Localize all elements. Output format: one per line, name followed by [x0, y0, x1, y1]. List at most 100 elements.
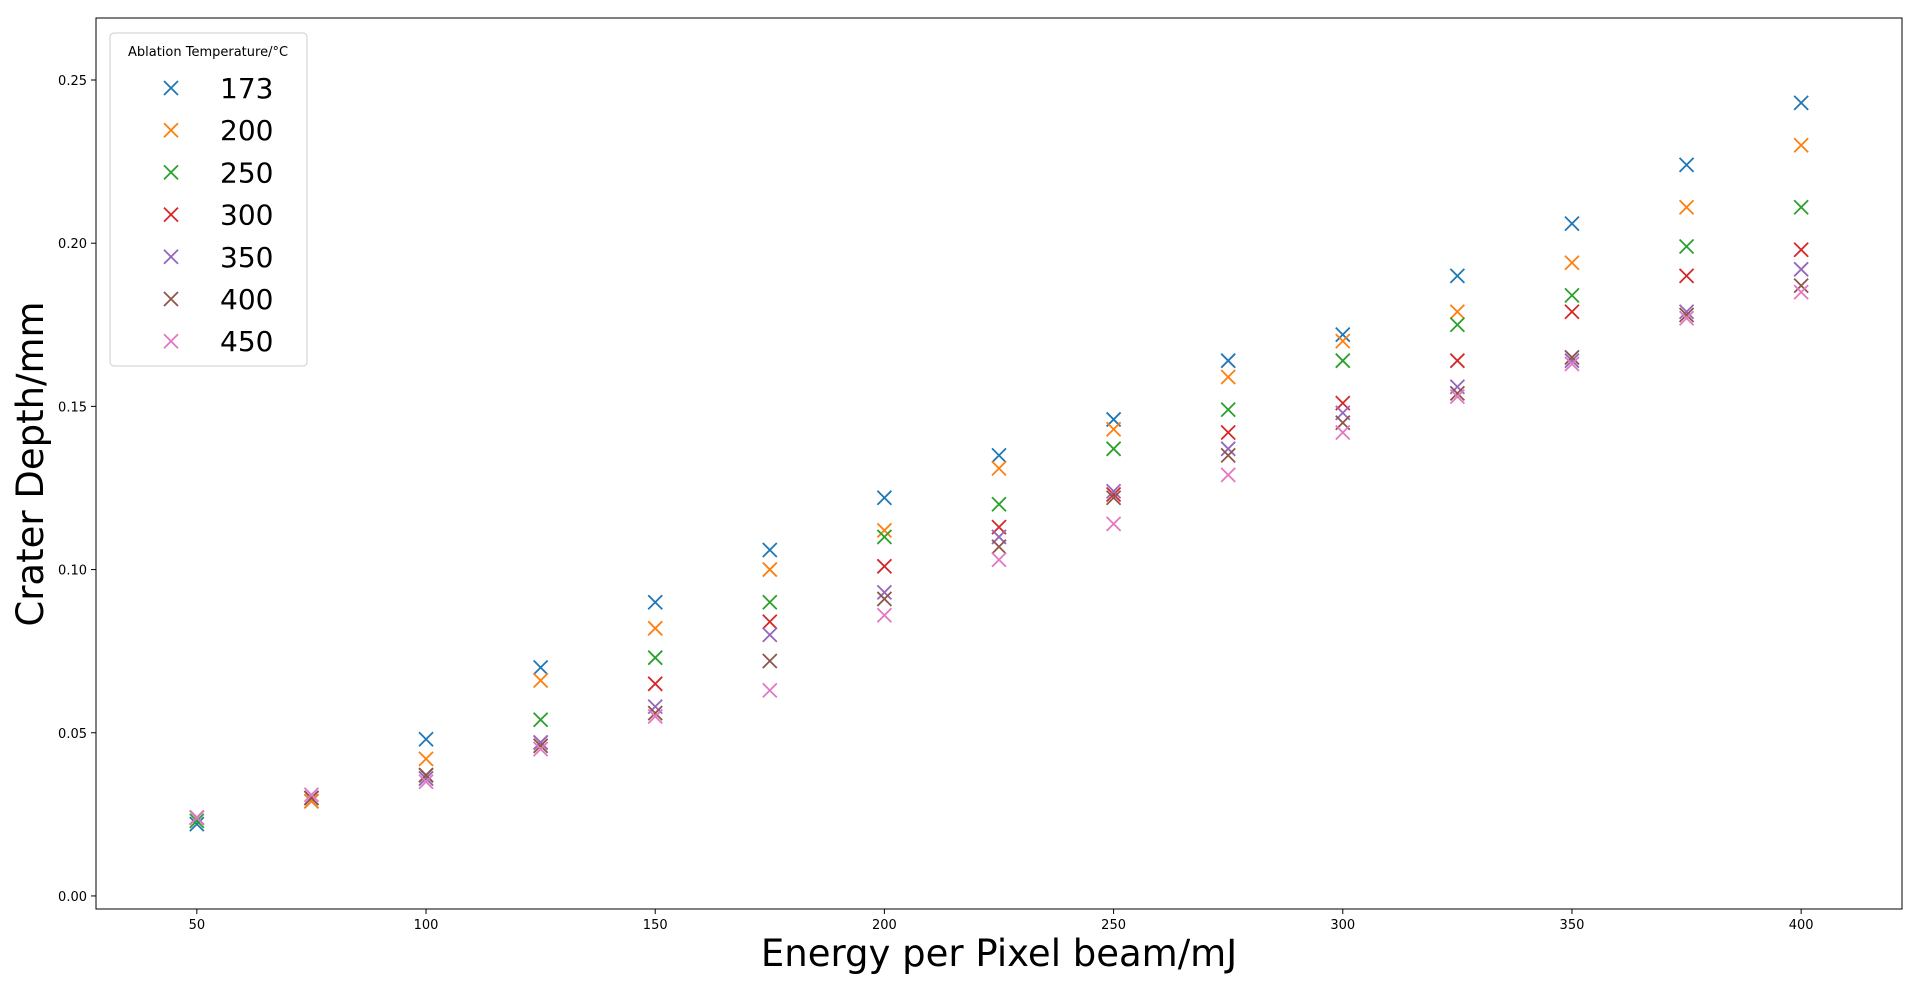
- data-point: [1449, 317, 1466, 333]
- data-point: [1678, 304, 1695, 320]
- data-point: [1564, 255, 1580, 271]
- data-point: [647, 594, 663, 610]
- data-point: [1105, 516, 1122, 532]
- data-points: [189, 95, 1809, 832]
- x-tick-label: 100: [414, 918, 439, 933]
- x-tick-label: 250: [1101, 918, 1126, 933]
- legend-marker: [163, 249, 179, 265]
- data-point: [1793, 242, 1809, 258]
- data-point: [1564, 287, 1580, 304]
- legend-label: 400: [220, 283, 273, 316]
- x-axis-label: Energy per Pixel beam/mJ: [761, 932, 1237, 975]
- data-point: [1335, 353, 1351, 369]
- legend-label: 450: [220, 325, 273, 358]
- data-point: [1335, 326, 1351, 343]
- data-point: [1449, 268, 1466, 284]
- data-point: [762, 542, 778, 558]
- data-point: [1220, 353, 1236, 369]
- legend-entry: 300: [163, 199, 273, 232]
- data-point: [1220, 467, 1236, 483]
- data-point: [762, 627, 778, 643]
- x-tick-label: 200: [872, 918, 897, 933]
- data-point: [303, 787, 320, 803]
- data-point: [1105, 441, 1122, 457]
- data-point: [991, 447, 1007, 463]
- data-point: [532, 738, 549, 754]
- data-point: [418, 774, 434, 790]
- y-tick-label: 0.10: [58, 564, 87, 579]
- data-point: [876, 584, 893, 601]
- y-tick-label: 0.15: [58, 400, 87, 415]
- data-point: [1105, 483, 1122, 499]
- data-point: [418, 770, 434, 787]
- data-point: [532, 741, 549, 757]
- legend-marker: [163, 206, 179, 223]
- legend-marker: [163, 122, 179, 138]
- data-point: [1678, 199, 1695, 215]
- data-point: [1678, 310, 1695, 326]
- data-point: [1449, 353, 1466, 369]
- data-point: [876, 490, 893, 506]
- legend-entry: 173: [163, 72, 273, 105]
- y-tick-label: 0.25: [58, 74, 87, 89]
- data-point: [1564, 356, 1580, 372]
- data-point: [1564, 304, 1580, 320]
- data-point: [1564, 353, 1580, 369]
- x-tick-label: 50: [189, 918, 206, 933]
- data-point: [991, 496, 1007, 512]
- y-tick-label: 0.00: [58, 890, 87, 905]
- y-tick-label: 0.20: [58, 237, 87, 252]
- data-point: [1220, 441, 1236, 457]
- data-point: [1220, 369, 1236, 385]
- legend-marker: [163, 291, 179, 307]
- series-200: [189, 137, 1809, 826]
- legend-entry: 200: [163, 114, 273, 147]
- x-tick-label: 300: [1330, 918, 1355, 933]
- data-point: [647, 708, 663, 725]
- legend-label: 300: [220, 199, 273, 232]
- x-tick-label: 350: [1560, 918, 1585, 933]
- data-point: [991, 460, 1007, 477]
- x-tick-label: 400: [1789, 918, 1814, 933]
- data-point: [991, 552, 1007, 568]
- data-point: [189, 813, 205, 829]
- legend-entry: 350: [163, 241, 273, 274]
- data-point: [762, 653, 778, 669]
- data-point: [418, 751, 434, 767]
- legend-label: 173: [220, 72, 273, 105]
- legend-marker: [163, 80, 179, 96]
- data-point: [647, 620, 663, 636]
- data-point: [1449, 385, 1466, 401]
- data-point: [1105, 421, 1122, 437]
- data-point: [1564, 349, 1580, 366]
- plot-frame: [95, 17, 1903, 910]
- data-point: [647, 705, 663, 721]
- data-point: [1678, 157, 1695, 173]
- data-point: [418, 731, 434, 747]
- legend-label: 350: [220, 241, 273, 274]
- data-point: [1793, 277, 1809, 294]
- data-point: [1335, 333, 1351, 349]
- data-point: [876, 558, 893, 574]
- legend-marker: [163, 333, 179, 349]
- data-point: [876, 591, 893, 607]
- data-point: [189, 809, 205, 826]
- data-point: [1449, 304, 1466, 320]
- data-point: [1793, 284, 1809, 300]
- y-tick-label: 0.05: [58, 727, 87, 742]
- legend-marker: [163, 164, 179, 181]
- data-point: [1220, 402, 1236, 418]
- data-point: [532, 712, 549, 728]
- x-tick-label: 150: [643, 918, 668, 933]
- x-axis-ticks: 50 100 150 200 250 300 350 400: [189, 909, 1814, 933]
- data-point: [1335, 424, 1351, 441]
- legend-label: 200: [220, 114, 273, 147]
- data-point: [1105, 486, 1122, 503]
- data-point: [647, 650, 663, 666]
- data-point: [1678, 268, 1695, 284]
- data-point: [1793, 261, 1809, 277]
- data-point: [189, 816, 205, 832]
- series-450: [189, 284, 1809, 826]
